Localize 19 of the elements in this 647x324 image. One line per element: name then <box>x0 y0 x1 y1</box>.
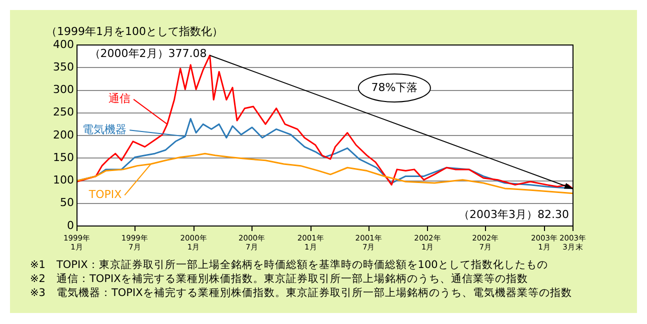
annotation: 78%下落 <box>371 80 418 94</box>
annotation: （2000年2月）377.08 <box>89 46 207 60</box>
annotation: （2003年3月）82.30 <box>458 208 569 221</box>
y-tick-label: 0 <box>66 218 74 232</box>
y-tick-label: 250 <box>52 106 74 119</box>
y-tick-label: 400 <box>52 38 74 51</box>
series-label: TOPIX <box>88 188 122 202</box>
y-tick-label: 150 <box>52 150 74 164</box>
text: ※1 TOPIX：東京証券取引所一部上場全銘柄を時価総額を基準時の時価総額を100として指数化したもの <box>30 258 549 272</box>
y-tick-label: 100 <box>52 174 74 187</box>
y-axis-title: （1999年1月を100として指数化） <box>46 24 223 39</box>
y-tick-label: 350 <box>52 60 74 74</box>
text: ※3 電気機器：TOPIXを補完する業種別株価指数。東京証券取引所一部上場銘柄のうち、電気機器業等の指数 <box>30 286 572 300</box>
y-tick-label: 200 <box>52 128 74 142</box>
text: ※2 通信：TOPIXを補完する業種別株価指数。東京証券取引所一部上場銘柄のうち、通信業等の指数 <box>30 272 529 286</box>
text: 電気機器 <box>82 122 127 136</box>
y-tick-label: 50 <box>60 196 74 210</box>
text: 通信 <box>108 92 131 106</box>
y-tick-label: 300 <box>52 83 74 96</box>
